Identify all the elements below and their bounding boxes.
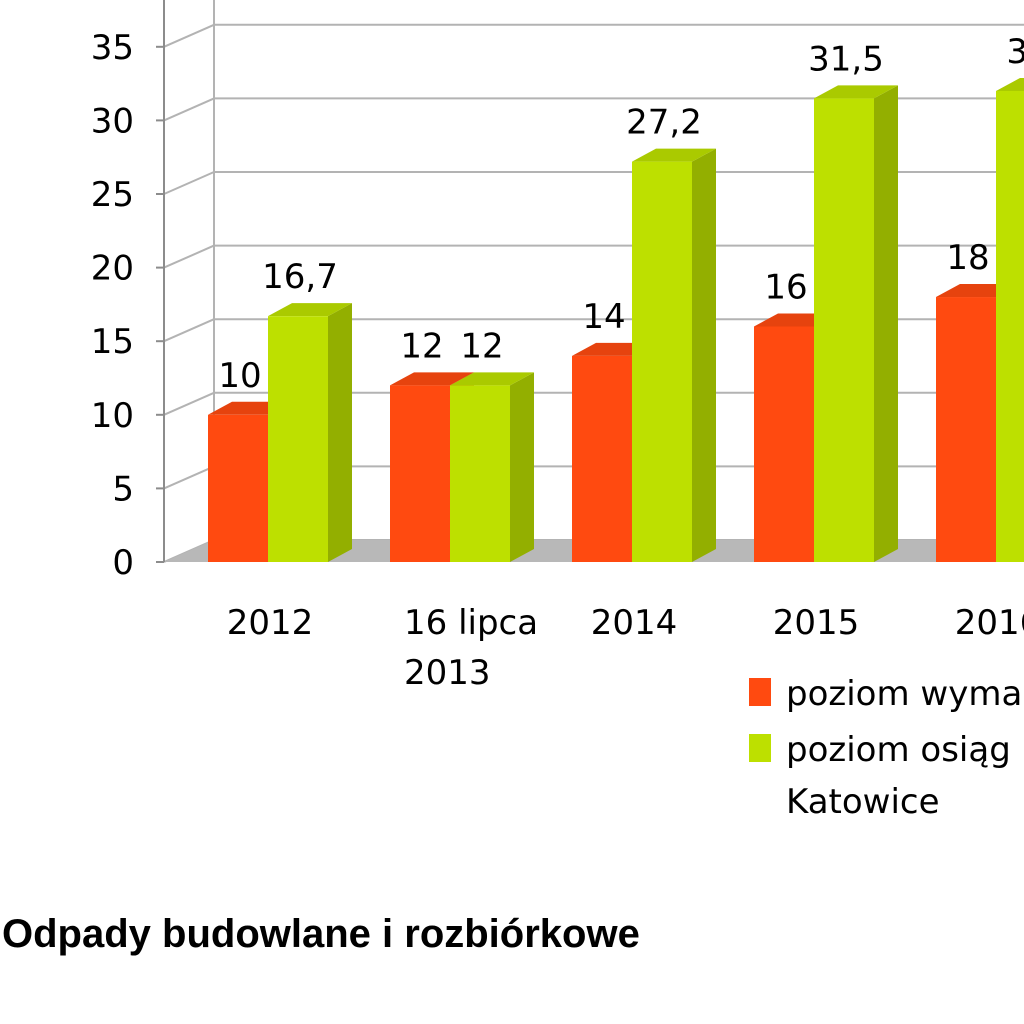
x-category-line: 2016 [955, 603, 1024, 643]
y-tick-label: 35 [91, 28, 134, 68]
x-category-label: 2014 [591, 603, 678, 643]
gridline-side [164, 319, 214, 341]
legend-entry-line: poziom wyma [786, 674, 1022, 714]
data-label: 31,5 [808, 39, 884, 79]
gridline-side [164, 466, 214, 488]
gridline-side [164, 393, 214, 415]
bar-top [996, 78, 1024, 91]
bar-side [328, 303, 352, 562]
data-label: 12 [400, 326, 443, 366]
bar-chart: 0 5 10 15 20 25 30 35 10 16,7 12 12 14 27,2 16 31,5 18 3… [0, 0, 1024, 860]
legend-swatch [749, 678, 771, 706]
bar [450, 372, 534, 562]
bar-front [814, 98, 874, 562]
x-category-label: 2015 [773, 603, 860, 643]
x-category-label: 2012 [227, 603, 314, 643]
data-label: 10 [218, 356, 261, 396]
y-tick-label: 25 [91, 175, 134, 215]
bar-front [390, 385, 450, 562]
legend: poziom wyma poziom osiąg Katowice [749, 674, 1022, 822]
data-label: 14 [582, 297, 625, 337]
bar [996, 78, 1024, 562]
x-category-line: 2012 [227, 603, 314, 643]
data-label: 16,7 [262, 257, 338, 297]
bar-front [754, 326, 814, 562]
data-label: 18 [946, 238, 989, 278]
bar-front [632, 162, 692, 562]
bar-front [450, 385, 510, 562]
data-label: 32 [1006, 32, 1024, 72]
legend-entry-line: poziom osiąg [786, 730, 1011, 770]
y-tick-label: 0 [112, 543, 134, 583]
x-category-line: 16 lipca [404, 603, 538, 643]
y-tick-label: 5 [112, 469, 134, 509]
page-heading: Odpady budowlane i rozbiórkowe [2, 906, 640, 962]
data-label: 16 [764, 267, 807, 307]
bar-side [692, 149, 716, 562]
y-axis: 0 5 10 15 20 25 30 35 [91, 0, 164, 583]
bar-front [572, 356, 632, 562]
data-label: 27,2 [626, 103, 702, 143]
bar-front [936, 297, 996, 562]
gridline-side [164, 246, 214, 268]
y-tick-label: 30 [91, 101, 134, 141]
x-category-line: 2014 [591, 603, 678, 643]
y-tick-label: 15 [91, 322, 134, 362]
y-tick-label: 10 [91, 396, 134, 436]
bar [268, 303, 352, 562]
bar-front [208, 415, 268, 562]
bar [814, 85, 898, 562]
bar-front [996, 91, 1024, 562]
bar-side [874, 85, 898, 562]
x-category-label: 16 lipca 2013 [404, 603, 538, 693]
bar-front [268, 316, 328, 562]
bar [632, 149, 716, 562]
gridline-side [164, 25, 214, 47]
legend-entry-line: Katowice [786, 782, 940, 822]
y-tick-label: 20 [91, 249, 134, 289]
legend-entry: poziom osiąg Katowice [786, 730, 1011, 822]
data-label: 12 [460, 326, 503, 366]
x-category-line: 2013 [404, 653, 491, 693]
gridline-side [164, 172, 214, 194]
x-category-label: 2016 [955, 603, 1024, 643]
bar-side [510, 372, 534, 562]
legend-swatch [749, 734, 771, 762]
legend-entry: poziom wyma [786, 674, 1022, 714]
gridline-side [164, 98, 214, 120]
x-category-line: 2015 [773, 603, 860, 643]
